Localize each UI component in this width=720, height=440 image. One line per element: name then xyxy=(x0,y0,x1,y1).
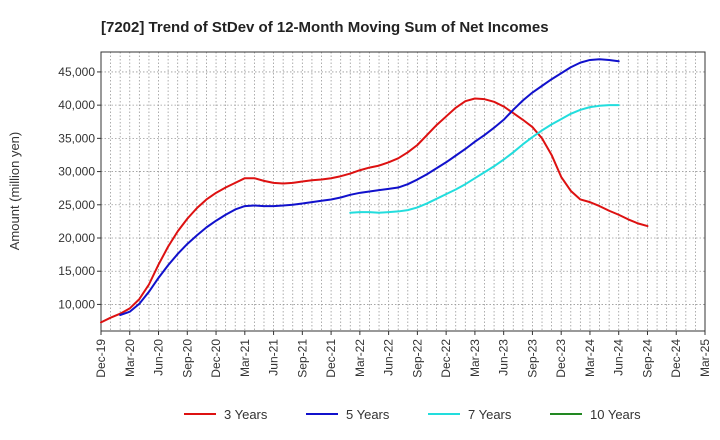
y-tick-label: 15,000 xyxy=(58,264,95,278)
legend-item-10-years: 10 Years xyxy=(550,407,641,422)
plot-area xyxy=(100,51,706,332)
y-tick-label: 10,000 xyxy=(58,297,95,311)
x-tick-label: Jun-22 xyxy=(382,339,396,376)
legend-label: 10 Years xyxy=(590,407,641,422)
x-tick-label: Mar-23 xyxy=(468,339,482,377)
legend-label: 7 Years xyxy=(468,407,512,422)
y-tick-label: 40,000 xyxy=(58,98,95,112)
x-tick-label: Mar-24 xyxy=(583,339,597,377)
legend: 3 Years 5 Years 7 Years 10 Years xyxy=(184,407,641,422)
chart-title: [7202] Trend of StDev of 12-Month Moving… xyxy=(101,19,549,36)
legend-item-5-years: 5 Years xyxy=(306,407,390,422)
x-tick-label: Mar-21 xyxy=(238,339,252,377)
x-tick-label: Sep-23 xyxy=(525,339,539,378)
x-tick-label: Jun-20 xyxy=(152,339,166,376)
series-lines xyxy=(100,58,649,324)
legend-item-3-years: 3 Years xyxy=(184,407,268,422)
x-tick-label: Sep-24 xyxy=(640,339,654,378)
x-axis: Dec-19 Mar-20 Jun-20 Sep-20 Dec-20 Mar-21 Jun-… xyxy=(94,331,712,378)
y-tick-label: 35,000 xyxy=(58,131,95,145)
x-tick-label: Dec-19 xyxy=(94,339,108,378)
series-line-3-years xyxy=(100,97,649,324)
x-tick-label: Sep-20 xyxy=(180,339,194,378)
series-line-7-years xyxy=(349,104,620,214)
x-tick-label: Dec-20 xyxy=(209,339,223,378)
y-tick-label: 20,000 xyxy=(58,231,95,245)
x-tick-label: Jun-24 xyxy=(612,339,626,376)
x-tick-label: Mar-25 xyxy=(698,339,712,377)
x-tick-label: Mar-20 xyxy=(123,339,137,377)
x-tick-label: Jun-21 xyxy=(267,339,281,376)
x-tick-label: Dec-21 xyxy=(324,339,338,378)
x-tick-label: Dec-24 xyxy=(669,339,683,378)
y-tick-label: 45,000 xyxy=(58,65,95,79)
legend-label: 3 Years xyxy=(224,407,268,422)
legend-label: 5 Years xyxy=(346,407,390,422)
legend-item-7-years: 7 Years xyxy=(428,407,512,422)
x-tick-label: Mar-22 xyxy=(353,339,367,377)
grid xyxy=(101,52,705,331)
x-tick-label: Dec-23 xyxy=(554,339,568,378)
series-line-5-years xyxy=(119,58,620,317)
x-tick-label: Sep-21 xyxy=(295,339,309,378)
y-tick-label: 30,000 xyxy=(58,165,95,179)
y-tick-label: 25,000 xyxy=(58,198,95,212)
x-tick-label: Dec-22 xyxy=(439,339,453,378)
x-tick-label: Sep-22 xyxy=(410,339,424,378)
x-tick-label: Jun-23 xyxy=(497,339,511,376)
y-axis: 10,000 15,000 20,000 25,000 30,000 35,000 40,0… xyxy=(58,65,101,311)
y-axis-label: Amount (million yen) xyxy=(7,132,22,251)
